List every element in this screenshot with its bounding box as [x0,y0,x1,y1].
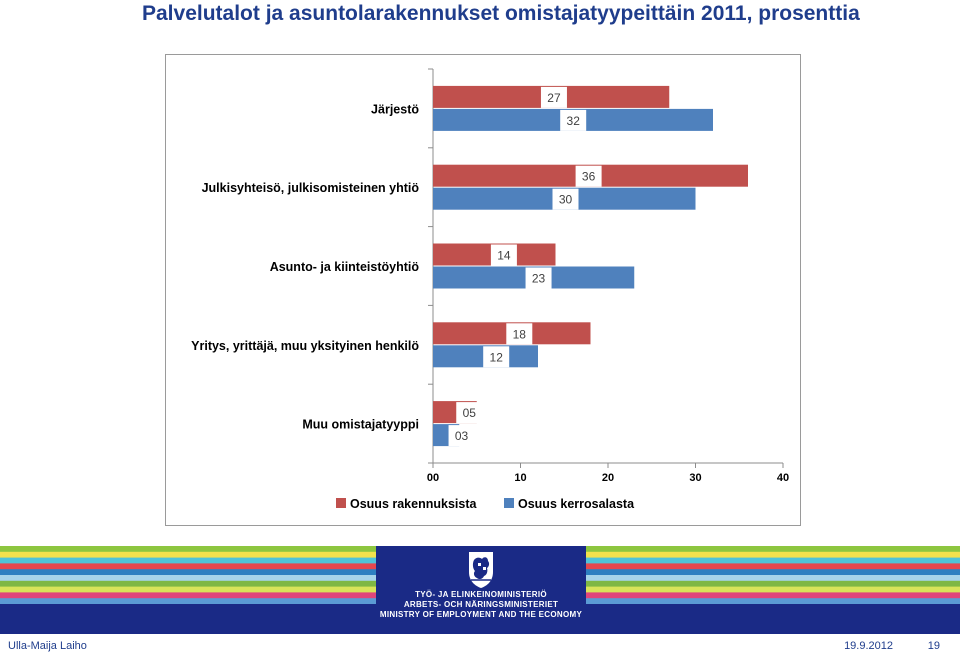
legend-swatch [504,498,514,508]
chart-frame: 00 10 20 30 40 Järjestö 27 32 Julkisyhteisö, jul… [165,54,801,526]
x-tick-label: 30 [689,472,701,484]
data-label: 05 [463,406,477,420]
data-label: 36 [582,170,596,184]
bar-chart: 00 10 20 30 40 Järjestö 27 32 Julkisyhteisö, jul… [166,55,802,527]
finnish-lion-crest-icon [461,550,501,590]
logo-text-en: MINISTRY OF EMPLOYMENT AND THE ECONOMY [376,610,586,620]
slide-title: Palvelutalot ja asuntolarakennukset omis… [142,2,860,26]
category-label: Julkisyhteisö, julkisomisteinen yhtiö [202,181,420,195]
data-label: 14 [497,249,511,263]
logo-text-fi: TYÖ- JA ELINKEINOMINISTERIÖ [376,590,586,600]
data-label: 23 [532,272,546,286]
data-label: 03 [455,429,469,443]
data-label: 12 [490,350,504,364]
x-tick-label: 00 [427,472,439,484]
category-label: Muu omistajatyyppi [302,418,419,432]
legend-label: Osuus rakennuksista [350,497,477,511]
data-label: 32 [567,114,581,128]
page-number: 19 [928,640,940,652]
footer-bottom [0,634,960,661]
x-tick-label: 40 [777,472,789,484]
data-label: 18 [513,327,527,341]
data-label: 30 [559,193,573,207]
category-label: Yritys, yrittäjä, muu yksityinen henkilö [191,339,419,353]
x-tick-label: 20 [602,472,614,484]
author-name: Ulla-Maija Laiho [8,640,87,652]
legend-swatch [336,498,346,508]
x-tick-label: 10 [514,472,526,484]
category-label: Asunto- ja kiinteistöyhtiö [270,260,420,274]
category-label: Järjestö [371,102,419,116]
data-label: 27 [547,91,561,105]
slide-date: 19.9.2012 [844,640,893,652]
legend-label: Osuus kerrosalasta [518,497,635,511]
ministry-logo: TYÖ- JA ELINKEINOMINISTERIÖ ARBETS- OCH … [376,546,586,632]
logo-text-sv: ARBETS- OCH NÄRINGSMINISTERIET [376,600,586,610]
